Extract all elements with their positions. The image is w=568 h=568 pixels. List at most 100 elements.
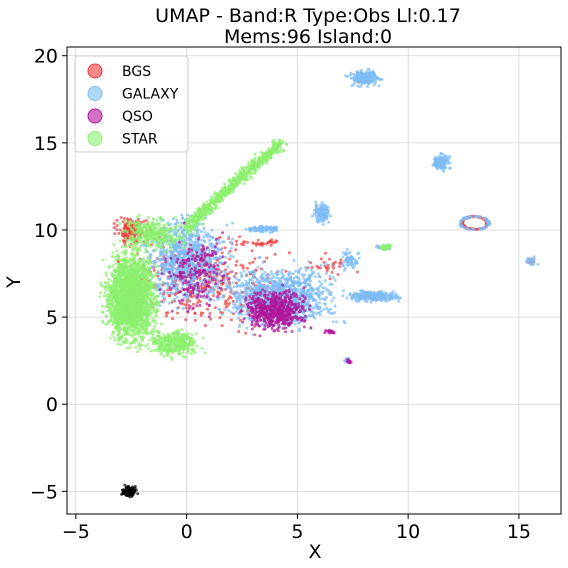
data-point bbox=[151, 265, 155, 269]
data-point bbox=[216, 290, 220, 294]
data-point bbox=[273, 226, 277, 229]
data-point bbox=[276, 269, 280, 273]
data-point bbox=[264, 242, 268, 246]
data-point bbox=[171, 317, 174, 321]
data-point bbox=[331, 320, 335, 324]
data-point bbox=[461, 217, 465, 221]
data-point bbox=[251, 273, 255, 277]
data-point bbox=[193, 266, 197, 270]
data-point bbox=[320, 209, 324, 213]
data-point bbox=[308, 304, 312, 308]
data-point bbox=[175, 270, 179, 274]
data-point bbox=[213, 245, 217, 249]
data-point bbox=[229, 246, 233, 250]
data-point bbox=[349, 73, 352, 77]
data-point bbox=[170, 282, 173, 285]
data-point bbox=[327, 220, 331, 224]
data-point bbox=[196, 301, 200, 305]
data-point bbox=[269, 228, 273, 231]
data-point bbox=[205, 246, 209, 250]
data-point bbox=[350, 260, 354, 264]
data-point bbox=[336, 273, 340, 276]
data-point bbox=[217, 247, 220, 251]
data-point bbox=[325, 266, 329, 270]
data-point bbox=[220, 279, 223, 283]
data-point bbox=[221, 287, 225, 291]
data-point bbox=[202, 294, 206, 298]
data-point bbox=[248, 261, 252, 265]
data-point bbox=[194, 237, 198, 241]
data-point bbox=[288, 307, 292, 311]
data-point bbox=[479, 227, 483, 230]
data-point bbox=[202, 282, 206, 286]
data-point bbox=[216, 279, 220, 283]
data-point bbox=[270, 327, 274, 331]
data-point bbox=[223, 246, 227, 250]
data-point bbox=[221, 231, 225, 235]
data-point bbox=[287, 285, 291, 289]
data-point bbox=[310, 272, 314, 276]
data-point bbox=[112, 221, 116, 225]
data-point bbox=[223, 270, 227, 274]
data-point bbox=[139, 220, 143, 224]
data-point bbox=[309, 326, 313, 330]
data-point bbox=[269, 300, 273, 304]
data-point bbox=[198, 242, 202, 246]
data-point bbox=[200, 266, 204, 270]
data-point bbox=[198, 268, 202, 272]
data-point bbox=[183, 293, 187, 297]
data-point bbox=[186, 292, 190, 296]
data-point bbox=[238, 284, 242, 288]
data-point bbox=[169, 256, 173, 260]
data-point bbox=[171, 299, 174, 303]
data-point bbox=[348, 256, 352, 260]
data-point bbox=[297, 276, 301, 280]
data-point bbox=[257, 279, 261, 283]
data-point bbox=[133, 234, 137, 238]
data-point bbox=[172, 284, 176, 288]
data-point bbox=[197, 237, 201, 241]
data-point bbox=[155, 256, 159, 260]
data-point bbox=[263, 293, 267, 297]
data-point bbox=[261, 230, 265, 234]
data-point bbox=[260, 268, 264, 272]
data-point bbox=[317, 290, 320, 293]
data-point bbox=[312, 212, 316, 216]
data-point bbox=[194, 288, 198, 292]
data-point bbox=[179, 271, 183, 275]
data-point bbox=[176, 311, 180, 315]
data-point bbox=[343, 321, 347, 325]
data-point bbox=[207, 253, 210, 257]
data-point bbox=[270, 295, 274, 299]
data-point bbox=[239, 299, 243, 303]
data-point bbox=[221, 255, 225, 259]
data-point bbox=[347, 361, 351, 365]
data-point bbox=[220, 313, 224, 317]
data-point bbox=[465, 216, 469, 220]
data-point bbox=[248, 314, 252, 317]
data-point bbox=[218, 316, 222, 320]
data-point bbox=[138, 347, 142, 351]
data-point bbox=[220, 251, 224, 255]
data-point bbox=[273, 286, 276, 290]
scatter-points bbox=[98, 67, 540, 499]
data-point bbox=[176, 257, 180, 261]
data-point bbox=[159, 248, 163, 252]
data-point bbox=[259, 309, 263, 313]
data-point bbox=[166, 286, 170, 290]
data-point bbox=[215, 237, 219, 241]
data-point bbox=[284, 269, 288, 273]
data-point bbox=[294, 302, 298, 306]
data-point bbox=[180, 298, 184, 302]
data-point bbox=[303, 309, 307, 313]
data-point bbox=[208, 238, 212, 242]
data-point bbox=[207, 315, 211, 319]
data-point bbox=[228, 295, 232, 299]
data-point bbox=[196, 286, 200, 290]
data-point bbox=[205, 295, 209, 299]
data-point bbox=[244, 298, 248, 302]
data-point bbox=[261, 312, 265, 316]
data-point bbox=[241, 296, 245, 300]
data-point bbox=[214, 252, 218, 255]
data-point bbox=[165, 254, 168, 258]
